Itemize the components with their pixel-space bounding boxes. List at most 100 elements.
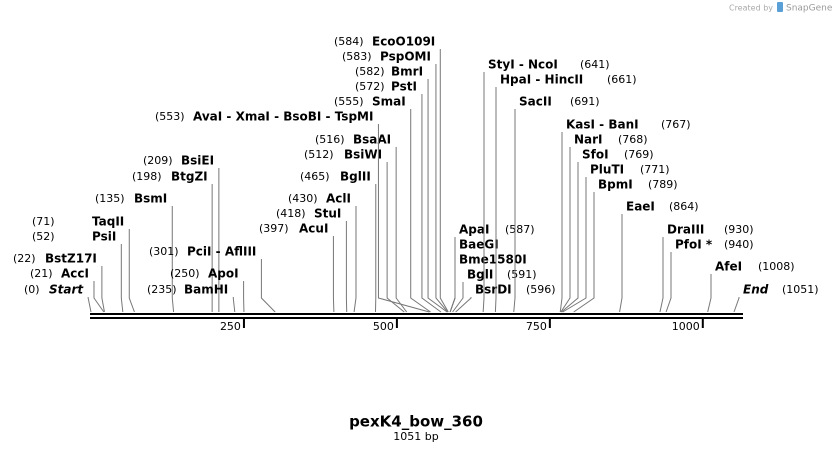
site-name: AfeI	[715, 260, 742, 274]
site-position: (930)	[724, 223, 754, 236]
site-position: (572)	[355, 80, 385, 93]
site-position: (767)	[661, 118, 691, 131]
site-name: End	[743, 283, 769, 297]
brand: SnapGene	[786, 4, 833, 14]
site-position: (1008)	[758, 260, 795, 273]
site-position: (418)	[276, 207, 306, 220]
ruler-tick-label: 750	[526, 320, 547, 333]
ruler-tick-label: 1000	[672, 320, 700, 333]
site-name: BsiEI	[181, 154, 214, 168]
site-name: Start	[49, 283, 84, 297]
site-name: StuI	[314, 207, 341, 221]
site-name: AccI	[61, 267, 89, 281]
site-name: BsmI	[134, 192, 167, 206]
cut-line	[260, 259, 276, 313]
site-name: SfoI	[582, 148, 609, 162]
cut-line	[410, 109, 431, 313]
site-position: (512)	[304, 148, 334, 161]
site-name: EaeI	[626, 200, 655, 214]
site-name: SmaI	[372, 95, 406, 109]
site-name: PfoI *	[675, 238, 713, 252]
cut-line	[455, 297, 472, 313]
site-name: SacII	[519, 95, 552, 109]
cut-line	[452, 282, 464, 313]
subtitle: 1051 bp	[393, 430, 438, 443]
site-name: PspOMI	[380, 50, 431, 64]
site-position: (864)	[669, 200, 699, 213]
cut-line	[707, 274, 712, 313]
site-name: BsiWI	[344, 148, 382, 162]
cut-line	[87, 297, 92, 313]
cut-line	[559, 132, 563, 313]
site-position: (235)	[147, 283, 177, 296]
cut-line	[513, 109, 516, 313]
site-name: BglI	[467, 268, 493, 282]
site-name: BpmI	[598, 178, 633, 192]
site-position: (21)	[30, 267, 53, 280]
site-name: ApoI	[208, 267, 239, 281]
cut-line	[171, 206, 175, 313]
site-name: Bme1580I	[459, 253, 527, 267]
site-position: (22)	[13, 252, 36, 265]
site-position: (1051)	[782, 283, 819, 296]
cut-line	[439, 49, 449, 313]
site-name: EcoO109I	[372, 35, 435, 49]
site-name: PstI	[391, 80, 417, 94]
site-name: AvaI - XmaI - BsoBI - TspMI	[193, 110, 373, 124]
site-name: BmrI	[391, 65, 423, 79]
cut-line	[449, 267, 456, 313]
cut-line	[93, 281, 105, 313]
watermark: Created by	[729, 4, 773, 13]
cut-line	[427, 79, 448, 313]
cut-line	[733, 297, 740, 313]
site-position: (583)	[342, 50, 372, 63]
site-position: (661)	[607, 73, 637, 86]
cut-line	[665, 252, 672, 313]
site-position: (209)	[143, 154, 173, 167]
cut-line	[562, 177, 587, 313]
site-position: (555)	[334, 95, 364, 108]
site-name: AclI	[326, 192, 351, 206]
cut-line	[386, 162, 405, 313]
site-name: KasI - BanI	[566, 118, 639, 132]
ruler-tick-label: 250	[220, 320, 241, 333]
site-name: HpaI - HincII	[500, 73, 583, 87]
site-name: DraIII	[667, 223, 704, 237]
site-position: (553)	[155, 110, 185, 123]
site-name: BglII	[340, 170, 371, 184]
cut-line	[619, 214, 623, 313]
site-position: (584)	[334, 35, 364, 48]
cut-line	[232, 297, 236, 313]
site-position: (397)	[259, 222, 289, 235]
site-position: (516)	[315, 133, 345, 146]
site-position: (71)	[32, 215, 55, 228]
site-name: BamHI	[184, 283, 228, 297]
site-position: (301)	[149, 245, 179, 258]
ruler-inner	[90, 315, 743, 317]
cut-line	[659, 237, 664, 313]
cut-line	[120, 244, 124, 313]
site-name: PsiI	[92, 230, 116, 244]
site-name: PciI - AflIII	[187, 245, 256, 259]
site-position: (587)	[505, 223, 535, 236]
site-position: (691)	[570, 95, 600, 108]
site-position: (582)	[355, 65, 385, 78]
ruler-tick-label: 500	[373, 320, 394, 333]
site-name: BtgZI	[171, 170, 208, 184]
site-position: (940)	[724, 238, 754, 251]
site-position: (135)	[95, 192, 125, 205]
site-name: BsrDI	[475, 283, 512, 297]
site-position: (769)	[624, 148, 654, 161]
cut-line	[573, 192, 595, 313]
site-position: (52)	[32, 230, 55, 243]
cut-line	[482, 72, 485, 313]
site-position: (465)	[300, 170, 330, 183]
site-name: BaeGI	[459, 238, 499, 252]
site-name: AcuI	[299, 222, 328, 236]
cut-line	[377, 124, 430, 313]
site-position: (596)	[526, 283, 556, 296]
site-name: BstZ17I	[45, 252, 97, 266]
cut-line	[101, 266, 105, 313]
site-name: StyI - NcoI	[488, 58, 558, 72]
